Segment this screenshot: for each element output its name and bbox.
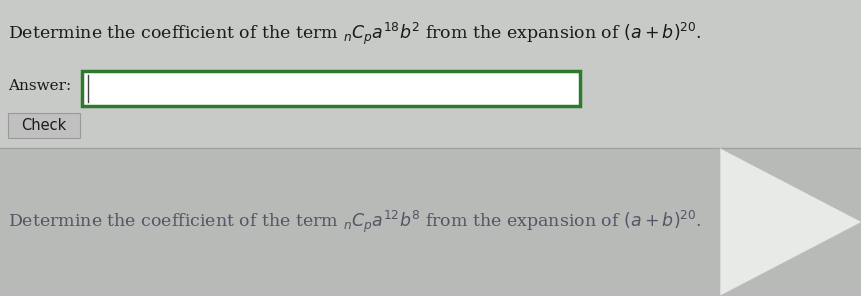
Bar	[8, 113, 80, 138]
Bar	[82, 71, 579, 106]
Bar	[0, 0, 861, 148]
Text: Determine the coefficient of the term $_{n}C_{p}a^{12}b^{8}$ from the expansion : Determine the coefficient of the term $_…	[8, 209, 701, 235]
Text: Check: Check	[22, 118, 66, 133]
Text: Determine the coefficient of the term $_{n}C_{p}a^{18}b^{2}$ from the expansion : Determine the coefficient of the term $_…	[8, 21, 701, 47]
Bar	[0, 148, 861, 296]
Text: Answer:: Answer:	[8, 79, 71, 93]
Polygon shape	[719, 148, 861, 296]
